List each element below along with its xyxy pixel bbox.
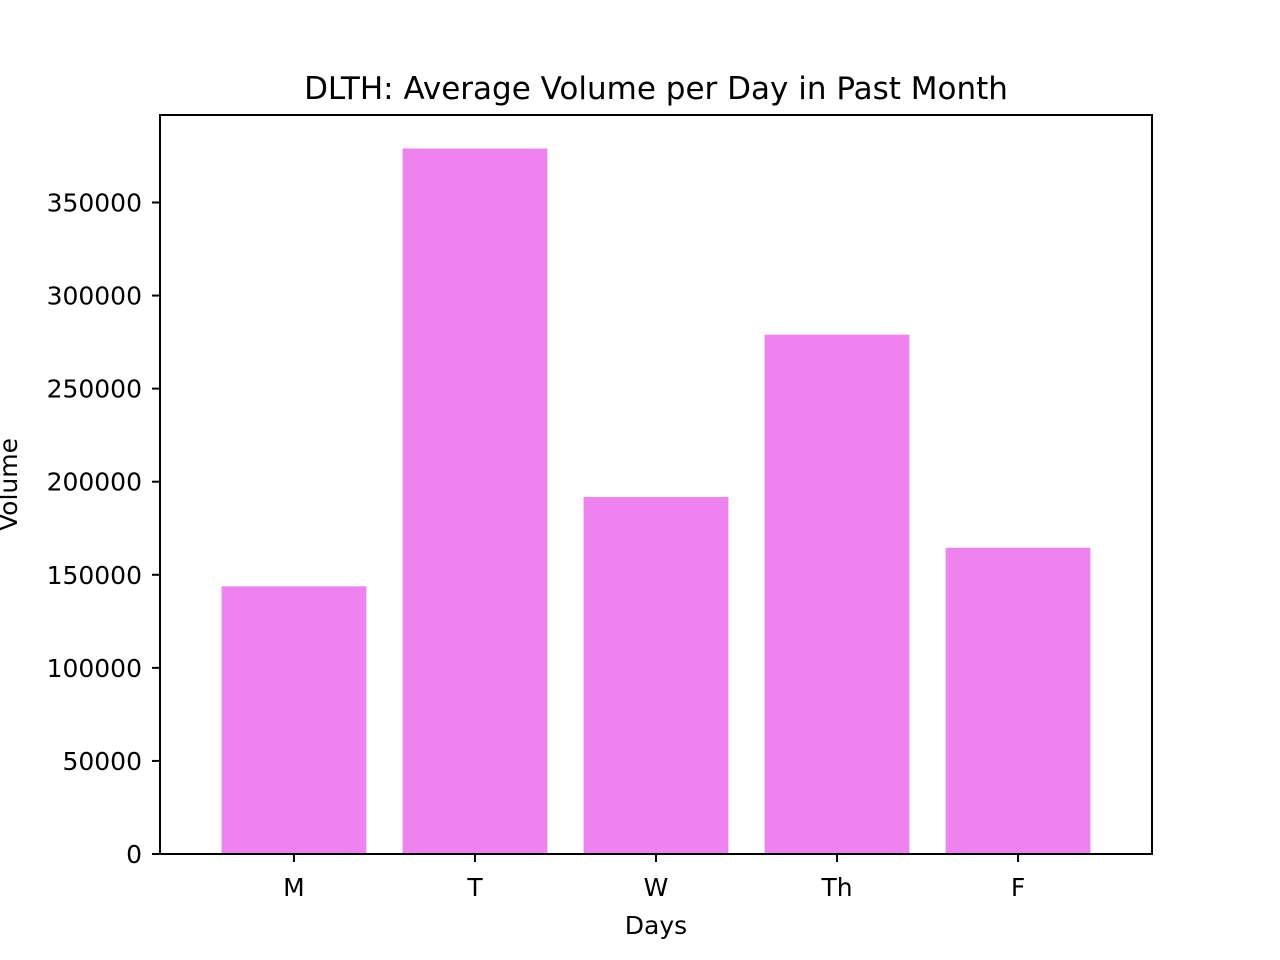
x-tick-label-t: T — [466, 873, 483, 902]
bar-th — [764, 334, 910, 854]
bar-m — [221, 586, 367, 854]
y-tick-label-100000: 100000 — [47, 654, 142, 683]
y-tick-label-300000: 300000 — [47, 282, 142, 311]
y-tick-label-0: 0 — [126, 840, 142, 869]
chart-title: DLTH: Average Volume per Day in Past Mon… — [304, 71, 1008, 107]
y-tick-label-50000: 50000 — [62, 747, 142, 776]
y-tick-label-150000: 150000 — [47, 561, 142, 590]
y-axis-label: Volume — [0, 438, 23, 531]
plot-frame — [159, 114, 1153, 855]
x-axis-label: Days — [625, 911, 687, 940]
y-tick-label-200000: 200000 — [47, 468, 142, 497]
x-tick-label-f: F — [1011, 873, 1025, 902]
x-tick-label-w: W — [644, 873, 669, 902]
y-tick-label-350000: 350000 — [47, 188, 142, 217]
bar-f — [945, 547, 1091, 854]
y-tick-label-250000: 250000 — [47, 375, 142, 404]
y-axis: 0 50000 100000 150000 200000 250000 300000 3500… — [47, 188, 160, 869]
bar-t — [402, 148, 548, 855]
bar-w — [583, 496, 729, 854]
x-axis: M T W Th F — [283, 854, 1025, 902]
bars-layer — [221, 148, 1091, 855]
x-tick-label-th: Th — [820, 873, 852, 902]
x-tick-label-m: M — [283, 873, 305, 902]
